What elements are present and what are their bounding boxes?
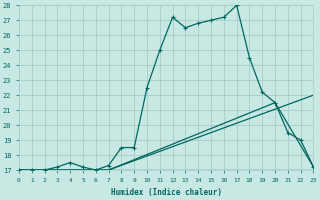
X-axis label: Humidex (Indice chaleur): Humidex (Indice chaleur) (111, 188, 222, 197)
